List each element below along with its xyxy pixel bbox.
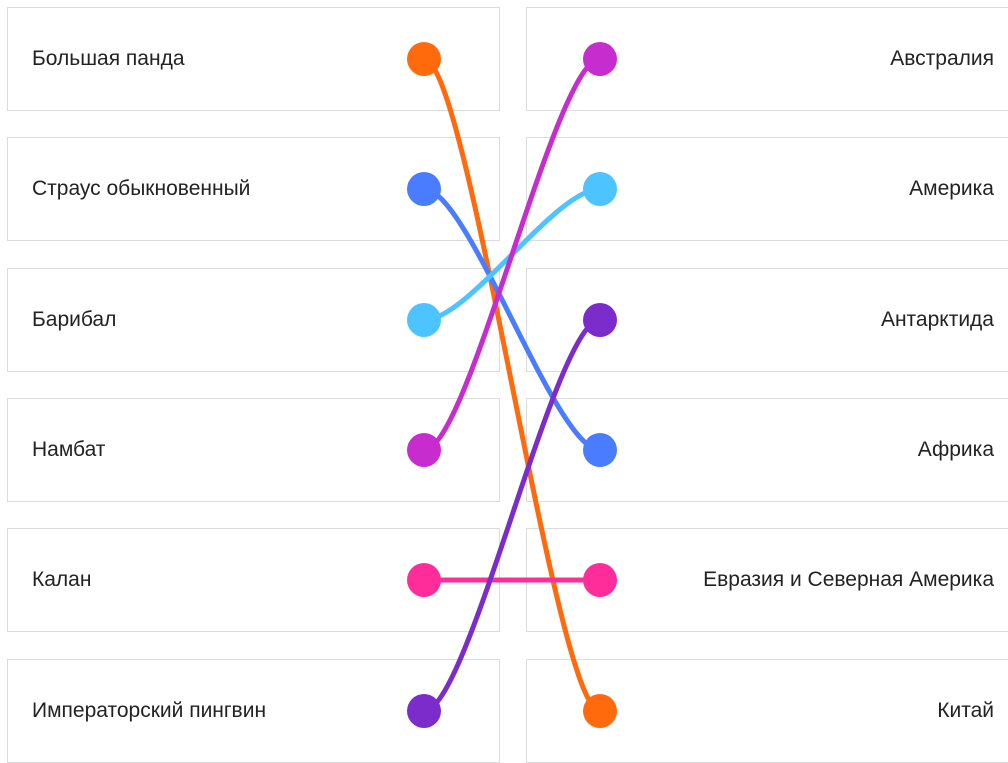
right-dot-4[interactable] bbox=[583, 563, 617, 597]
right-dot-0[interactable] bbox=[583, 42, 617, 76]
connection-line-5 bbox=[421, 317, 603, 714]
left-card-label: Большая панда bbox=[32, 47, 185, 70]
right-dot-2[interactable] bbox=[583, 303, 617, 337]
left-card-label: Страус обыкновенный bbox=[32, 177, 251, 200]
left-dot-1[interactable] bbox=[407, 172, 441, 206]
right-card-label: Евразия и Северная Америка bbox=[703, 568, 994, 591]
right-dot-5[interactable] bbox=[583, 694, 617, 728]
left-dot-5[interactable] bbox=[407, 694, 441, 728]
right-dot-1[interactable] bbox=[583, 172, 617, 206]
right-card-label: Антарктида bbox=[880, 308, 994, 331]
right-card-label: Америка bbox=[909, 177, 994, 200]
right-card-label: Австралия bbox=[890, 47, 994, 70]
left-dot-2[interactable] bbox=[407, 303, 441, 337]
right-card-label: Африка bbox=[917, 438, 994, 461]
left-card-label: Калан bbox=[32, 568, 92, 591]
left-card-label: Императорский пингвин bbox=[32, 699, 267, 722]
left-dot-3[interactable] bbox=[407, 433, 441, 467]
right-dot-3[interactable] bbox=[583, 433, 617, 467]
left-card-label: Намбат bbox=[32, 438, 106, 461]
left-card-label: Барибал bbox=[32, 308, 117, 331]
right-card-label: Китай bbox=[937, 699, 994, 722]
left-dot-4[interactable] bbox=[407, 563, 441, 597]
connection-line-3 bbox=[421, 56, 603, 453]
left-dot-0[interactable] bbox=[407, 42, 441, 76]
